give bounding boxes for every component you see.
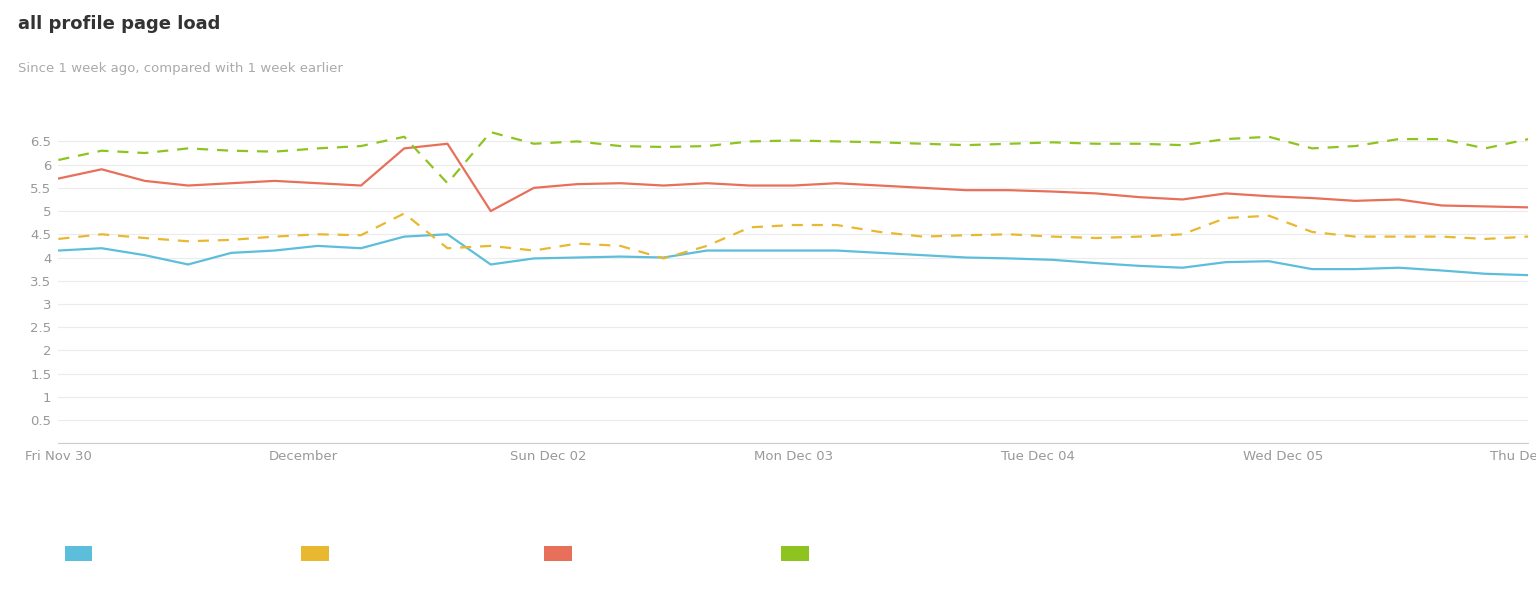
- Legend: Current Time Since Load (50%), Previous Time Since Load (50%), Current Time Sinc: Current Time Since Load (50%), Previous …: [65, 546, 1017, 560]
- Text: all profile page load: all profile page load: [18, 15, 221, 33]
- Text: Since 1 week ago, compared with 1 week earlier: Since 1 week ago, compared with 1 week e…: [18, 62, 344, 75]
